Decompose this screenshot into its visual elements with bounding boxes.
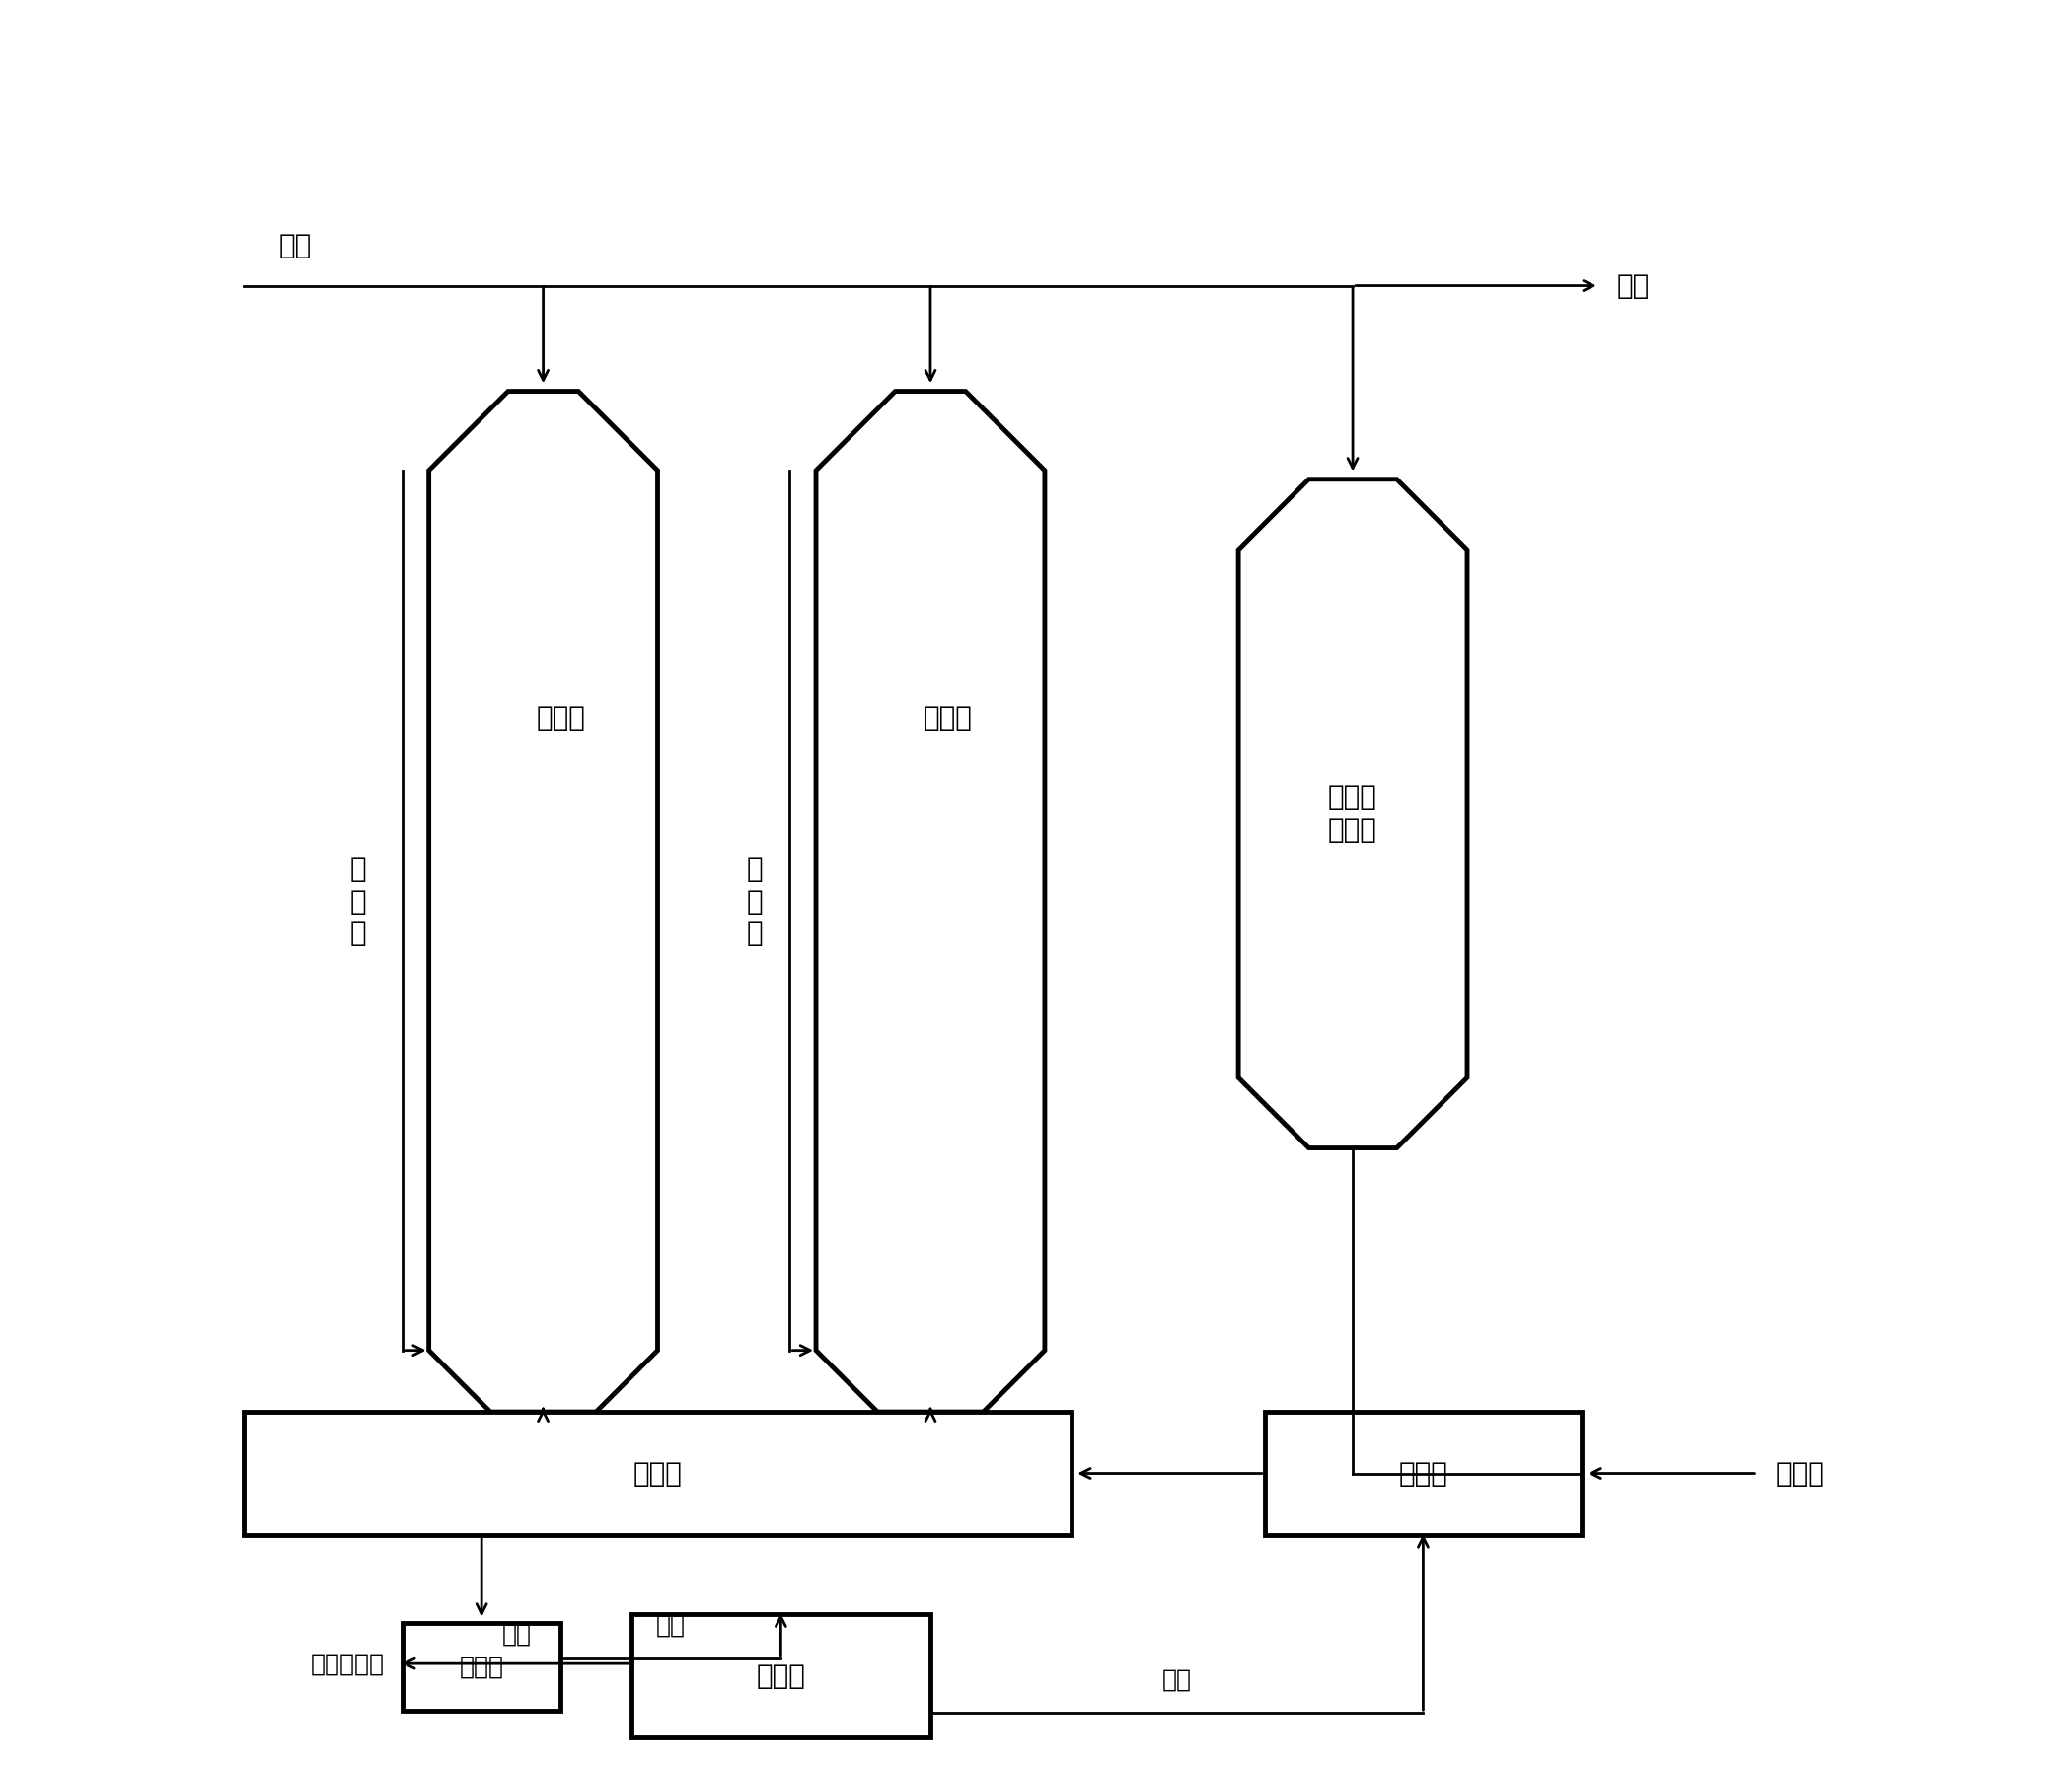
Text: 电积锌车间: 电积锌车间 (311, 1651, 385, 1676)
Text: 压滤机: 压滤机 (756, 1662, 806, 1690)
Bar (632, 1614, 930, 1738)
Polygon shape (429, 391, 657, 1413)
Bar (244, 1413, 1071, 1535)
Bar (402, 1623, 562, 1711)
Text: 制浆池: 制浆池 (1399, 1460, 1448, 1487)
Text: 湿式电
除雾器: 湿式电 除雾器 (1328, 783, 1378, 843)
Polygon shape (816, 391, 1044, 1413)
Text: 沉淀: 沉淀 (657, 1614, 686, 1637)
Bar (1264, 1413, 1581, 1535)
Text: 脱
硫
液: 脱 硫 液 (746, 856, 762, 948)
Text: 循环池: 循环池 (634, 1460, 682, 1487)
Polygon shape (1239, 479, 1467, 1147)
Text: 烟气: 烟气 (280, 232, 313, 260)
Text: 脱硫塔: 脱硫塔 (537, 704, 586, 732)
Text: 脱
硫
液: 脱 硫 液 (350, 856, 367, 948)
Text: 脱硫塔: 脱硫塔 (924, 704, 972, 732)
Text: 排放: 排放 (1616, 272, 1649, 299)
Text: 滤饼: 滤饼 (501, 1623, 533, 1646)
Text: 氧化锌: 氧化锌 (1776, 1460, 1823, 1487)
Text: 旋流器: 旋流器 (460, 1655, 503, 1680)
Text: 滤液: 滤液 (1162, 1667, 1191, 1692)
